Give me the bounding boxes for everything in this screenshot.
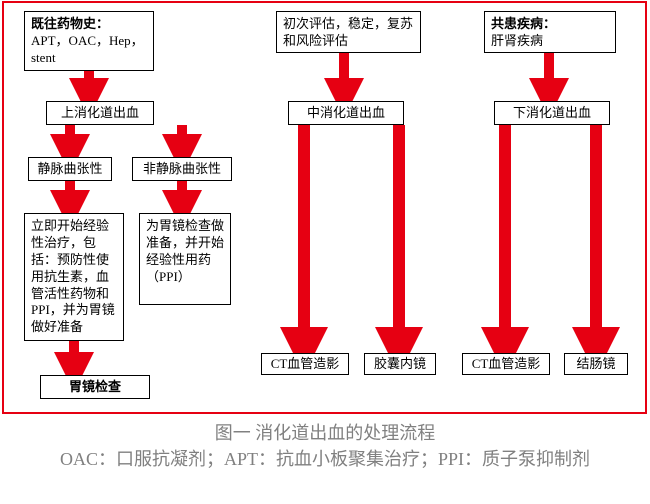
initial-assess-body: 初次评估，稳定，复苏和风险评估 (283, 16, 414, 50)
node-drug-history: 既往药物史： APT，OAC，Hep，stent (24, 11, 154, 71)
upper-gi-text: 上消化道出血 (61, 105, 139, 122)
node-comorbid: 共患疾病： 肝肾疾病 (484, 11, 616, 53)
flowchart-frame: 既往药物史： APT，OAC，Hep，stent 初次评估，稳定，复苏和风险评估… (2, 1, 647, 414)
caption-line-1: 图一 消化道出血的处理流程 (0, 420, 650, 446)
ct-angio-1-text: CT血管造影 (271, 356, 340, 373)
node-lower-gi: 下消化道出血 (494, 101, 610, 125)
drug-history-body: APT，OAC，Hep，stent (31, 33, 147, 67)
comorbid-body: 肝肾疾病 (491, 33, 609, 50)
colonoscopy-text: 结肠镜 (576, 356, 615, 373)
node-variceal: 静脉曲张性 (28, 157, 112, 181)
figure-caption: 图一 消化道出血的处理流程 OAC：口服抗凝剂；APT：抗血小板聚集治疗；PPI… (0, 420, 650, 472)
treat-variceal-text: 立即开始经验性治疗，包括：预防性使用抗生素，血管活性药物和PPI，并为胃镜做好准… (31, 218, 115, 334)
treat-nonvariceal-text: 为胃镜检查做准备，并开始经验性用药（PPI） (146, 218, 224, 284)
node-gastroscopy: 胃镜检查 (40, 375, 150, 399)
mid-gi-text: 中消化道出血 (307, 105, 385, 122)
node-nonvariceal: 非静脉曲张性 (132, 157, 232, 181)
node-treat-variceal: 立即开始经验性治疗，包括：预防性使用抗生素，血管活性药物和PPI，并为胃镜做好准… (24, 213, 124, 341)
node-initial-assess: 初次评估，稳定，复苏和风险评估 (276, 11, 421, 53)
node-ct-angio-1: CT血管造影 (261, 353, 349, 375)
gastroscopy-text: 胃镜检查 (69, 379, 121, 396)
node-ct-angio-2: CT血管造影 (462, 353, 550, 375)
caption-line-2: OAC：口服抗凝剂；APT：抗血小板聚集治疗；PPI：质子泵抑制剂 (0, 446, 650, 472)
lower-gi-text: 下消化道出血 (513, 105, 591, 122)
comorbid-title: 共患疾病： (491, 16, 609, 33)
node-mid-gi: 中消化道出血 (288, 101, 404, 125)
node-capsule: 胶囊内镜 (364, 353, 436, 375)
variceal-text: 静脉曲张性 (37, 161, 102, 178)
node-upper-gi: 上消化道出血 (46, 101, 154, 125)
ct-angio-2-text: CT血管造影 (472, 356, 541, 373)
node-treat-nonvariceal: 为胃镜检查做准备，并开始经验性用药（PPI） (139, 213, 231, 305)
nonvariceal-text: 非静脉曲张性 (143, 161, 221, 178)
node-colonoscopy: 结肠镜 (564, 353, 628, 375)
capsule-text: 胶囊内镜 (374, 356, 426, 373)
drug-history-title: 既往药物史： (31, 16, 147, 33)
